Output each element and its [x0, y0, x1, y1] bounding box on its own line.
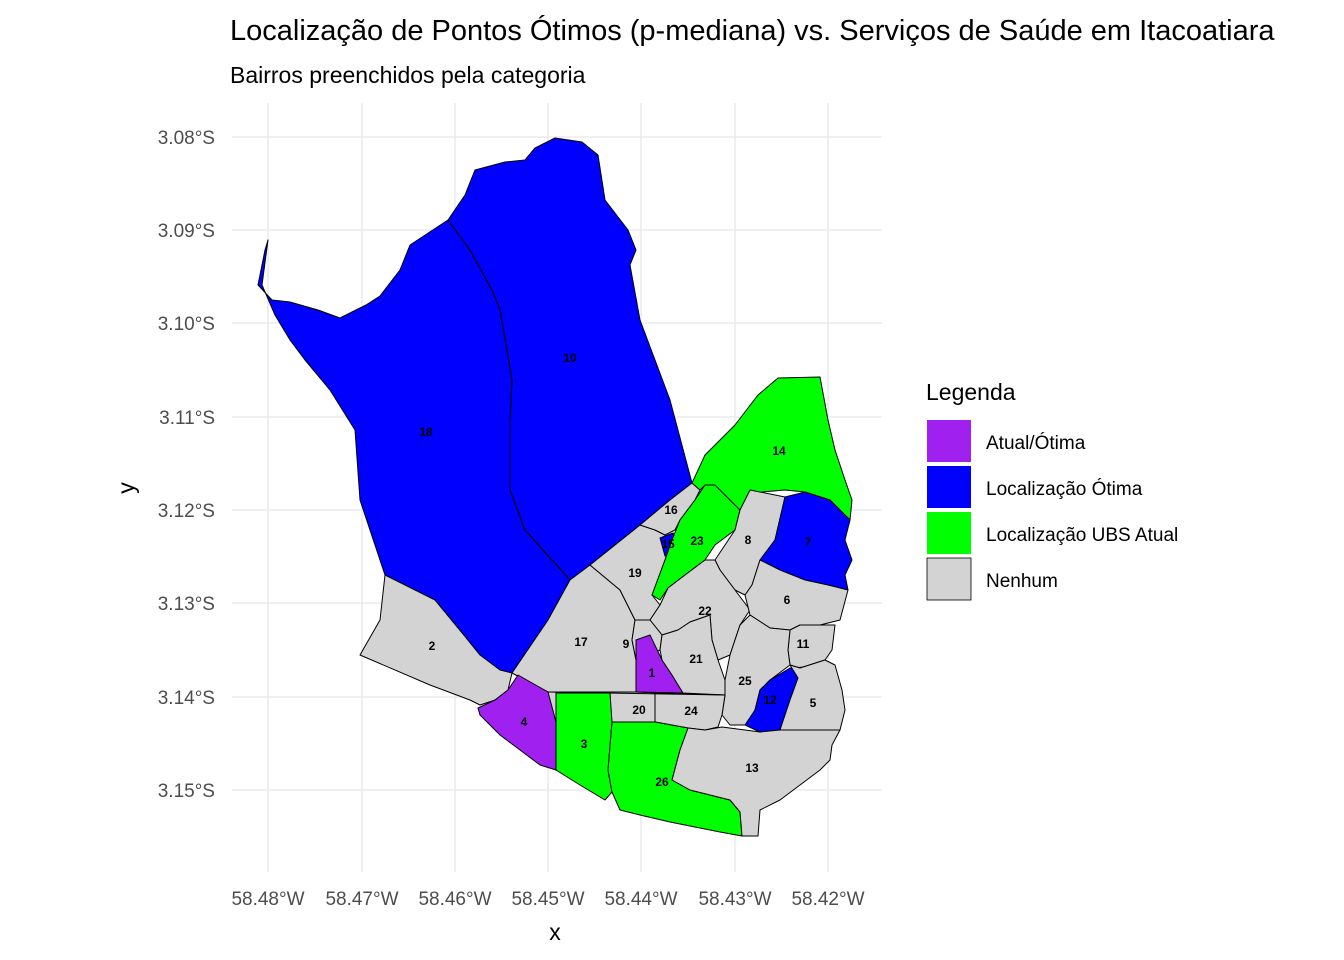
label-11: 11	[797, 637, 810, 651]
neighborhood-labels: 1 2 3 4 5 6 7 8 9 10 11 12 13 14 15 16 1…	[419, 351, 816, 789]
label-13: 13	[745, 761, 759, 775]
legend-swatch-otima	[927, 466, 971, 508]
label-2: 2	[429, 639, 436, 653]
y-tick: 3.08°S	[158, 128, 215, 149]
legend-label-ubs-atual: Localização UBS Atual	[986, 525, 1178, 546]
x-axis: 58.48°W 58.47°W 58.46°W 58.45°W 58.44°W …	[231, 889, 864, 945]
legend-label-atual-otima: Atual/Ótima	[986, 432, 1086, 454]
y-tick: 3.09°S	[158, 221, 215, 242]
legend-title: Legenda	[926, 379, 1016, 405]
label-17: 17	[574, 635, 588, 649]
label-16: 16	[664, 503, 678, 517]
x-axis-title: x	[549, 919, 561, 945]
label-12: 12	[763, 693, 777, 707]
label-1: 1	[649, 666, 656, 680]
label-7: 7	[805, 535, 812, 549]
label-24: 24	[684, 704, 698, 718]
x-tick: 58.44°W	[604, 889, 677, 910]
map-subtitle: Bairros preenchidos pela categoria	[230, 62, 586, 88]
label-8: 8	[745, 533, 752, 547]
label-14: 14	[772, 444, 786, 458]
label-4: 4	[521, 715, 528, 729]
legend-swatch-nenhum	[926, 557, 972, 601]
legend-swatch-ubs-atual	[927, 512, 971, 554]
neighborhood-polygons	[257, 137, 853, 837]
x-tick: 58.42°W	[791, 889, 864, 910]
legend-swatch-atual-otima	[927, 420, 971, 462]
legend-label-nenhum: Nenhum	[986, 571, 1058, 592]
y-tick: 3.12°S	[158, 501, 215, 522]
x-tick: 58.45°W	[511, 889, 584, 910]
map-title: Localização de Pontos Ótimos (p-mediana)…	[230, 14, 1275, 47]
label-20: 20	[632, 703, 646, 717]
region-13	[671, 726, 841, 837]
y-axis-title: y	[113, 482, 139, 494]
label-21: 21	[689, 652, 703, 666]
label-3: 3	[581, 737, 588, 751]
region-5	[779, 659, 846, 731]
y-tick: 3.14°S	[158, 688, 215, 709]
x-tick: 58.43°W	[698, 889, 771, 910]
label-18: 18	[419, 425, 433, 439]
label-6: 6	[784, 593, 791, 607]
boundary-line	[547, 691, 726, 696]
y-tick: 3.13°S	[158, 594, 215, 615]
label-19: 19	[628, 566, 642, 580]
y-tick: 3.10°S	[158, 314, 215, 335]
y-tick: 3.11°S	[159, 408, 215, 429]
x-tick: 58.46°W	[418, 889, 491, 910]
y-tick: 3.15°S	[158, 781, 215, 802]
legend: Legenda Atual/Ótima Localização Ótima Lo…	[926, 379, 1178, 601]
label-23: 23	[690, 534, 704, 548]
x-tick: 58.48°W	[231, 889, 304, 910]
label-5: 5	[810, 696, 817, 710]
label-22: 22	[698, 604, 712, 618]
x-tick: 58.47°W	[325, 889, 398, 910]
label-10: 10	[563, 351, 577, 365]
legend-label-otima: Localização Ótima	[986, 478, 1143, 500]
boundary-line	[447, 219, 571, 581]
label-25: 25	[738, 674, 752, 688]
label-9: 9	[623, 637, 630, 651]
label-26: 26	[655, 775, 669, 789]
y-axis: 3.08°S 3.09°S 3.10°S 3.11°S 3.12°S 3.13°…	[113, 128, 215, 802]
label-15: 15	[661, 537, 675, 551]
